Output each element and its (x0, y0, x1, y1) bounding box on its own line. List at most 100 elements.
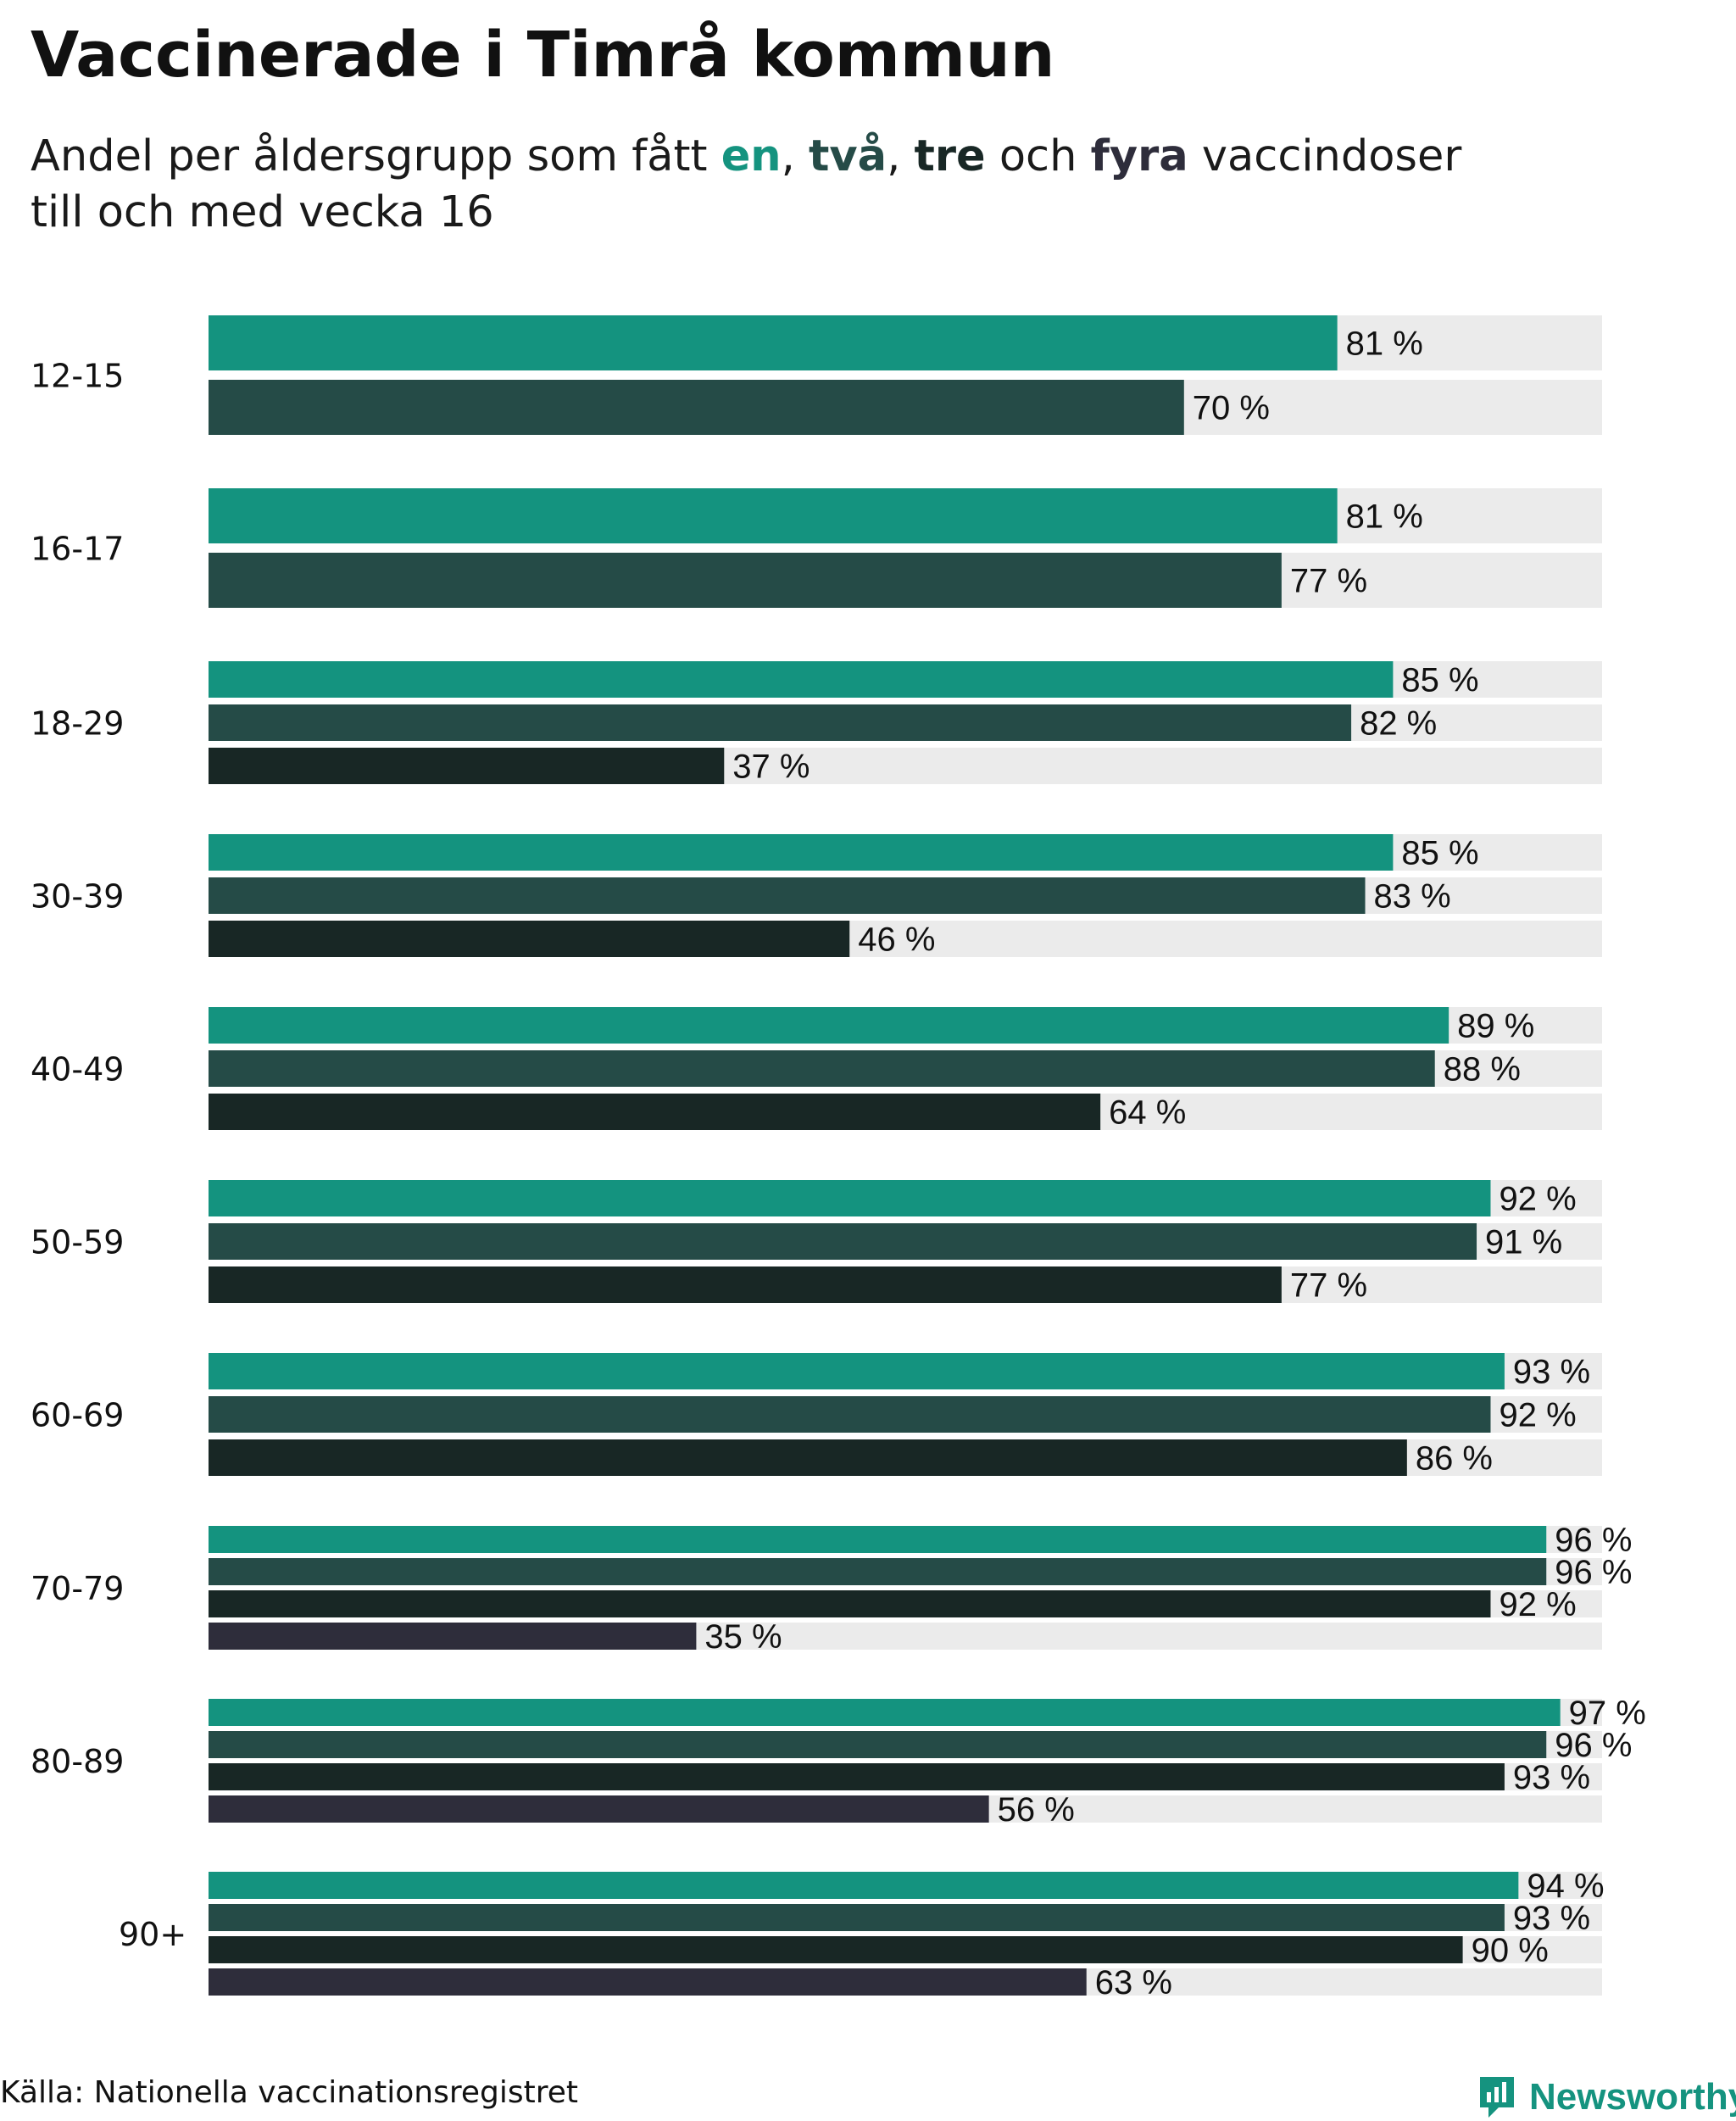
data-label: 96 % (1555, 1727, 1632, 1764)
bar-group: 18-29 85 % 82 % 37 % (31, 661, 1602, 786)
subtitle-separator: , (781, 131, 810, 181)
bar-dose-1 (209, 661, 1394, 698)
bar-dose-4 (209, 1968, 1087, 1996)
data-label: 37 % (732, 749, 810, 786)
data-label: 97 % (1569, 1695, 1646, 1732)
subtitle-dose-three: tre (914, 131, 986, 181)
data-label: 46 % (858, 921, 935, 959)
group-label: 40-49 (31, 1051, 124, 1088)
chart-title: Vaccinerade i Timrå kommun (31, 19, 1055, 92)
logo-text: Newsworthy (1529, 2076, 1736, 2118)
bar-dose-3 (209, 921, 850, 957)
bar-group: 40-49 89 % 88 % 64 % (31, 1007, 1602, 1132)
data-label: 81 % (1346, 498, 1423, 536)
subtitle-period: till och med vecka 16 (31, 187, 494, 237)
data-label: 63 % (1095, 1964, 1172, 2001)
bar-dose-1 (209, 834, 1394, 871)
data-label: 90 % (1472, 1932, 1549, 1969)
bar-group: 60-69 93 % 92 %86 % (31, 1353, 1602, 1478)
bar-dose-3 (209, 1936, 1463, 1963)
subtitle-prefix: Andel per åldersgrupp som fått (31, 131, 721, 181)
data-label: 88 % (1444, 1051, 1521, 1088)
bar-dose-1 (209, 1007, 1449, 1044)
bar-dose-2 (209, 704, 1352, 741)
group-label: 30-39 (31, 878, 124, 916)
bar-group: 16-17 81 % 77 % (31, 488, 1602, 608)
bar-group: 90+ 94 %93 %90 % 63 % (119, 1868, 1605, 2001)
data-label: 94 % (1527, 1868, 1604, 1905)
bar-dose-1 (209, 1180, 1491, 1216)
group-label: 12-15 (31, 358, 124, 395)
group-label: 60-69 (31, 1397, 124, 1434)
bar-group: 50-59 92 % 91 % 77 % (31, 1180, 1602, 1305)
data-label: 82 % (1360, 705, 1437, 743)
bar-dose-2 (209, 1904, 1505, 1931)
bar-dose-2 (209, 1396, 1491, 1433)
data-label: 81 % (1346, 326, 1423, 363)
data-label: 70 % (1193, 390, 1270, 427)
data-label: 92 % (1499, 1397, 1576, 1434)
bar-dose-2 (209, 553, 1282, 608)
data-label: 92 % (1499, 1586, 1576, 1623)
data-label: 35 % (704, 1618, 782, 1656)
bar-dose-1 (209, 1872, 1519, 1899)
bar-dose-3 (209, 1094, 1101, 1130)
bar-dose-1 (209, 1353, 1505, 1389)
bar-dose-2 (209, 1050, 1435, 1087)
data-label: 86 % (1416, 1440, 1493, 1478)
data-label: 56 % (998, 1791, 1075, 1829)
bar-dose-2 (209, 1223, 1477, 1260)
subtitle-dose-four: fyra (1090, 131, 1188, 181)
source-text: Källa: Nationella vaccinationsregistret (0, 2075, 578, 2110)
data-label: 89 % (1457, 1008, 1534, 1045)
group-label: 50-59 (31, 1224, 124, 1261)
newsworthy-logo: Newsworthy (1477, 2074, 1736, 2121)
bar-dose-4 (209, 1795, 989, 1823)
data-label: 77 % (1290, 1267, 1367, 1305)
bar-dose-1 (209, 1699, 1561, 1726)
bar-dose-3 (209, 1590, 1491, 1617)
data-label: 93 % (1513, 1354, 1590, 1391)
subtitle-separator: , (887, 131, 915, 181)
bar-dose-3 (209, 748, 725, 784)
group-label: 18-29 (31, 705, 124, 743)
data-label: 85 % (1401, 835, 1478, 872)
bar-group: 80-89 97 %96 %93 % 56 % (31, 1695, 1646, 1829)
chart-subtitle: Andel per åldersgrupp som fått en, två, … (31, 129, 1641, 241)
bar-dose-2 (209, 877, 1366, 914)
bar-dose-3 (209, 1266, 1282, 1303)
bar-group: 12-15 81 % 70 % (31, 315, 1602, 435)
data-label: 77 % (1290, 563, 1367, 600)
bar-dose-3 (209, 1439, 1407, 1476)
data-label: 93 % (1513, 1759, 1590, 1796)
bar-dose-2 (209, 1731, 1547, 1758)
subtitle-dose-two: två (809, 131, 887, 181)
group-label: 16-17 (31, 531, 124, 568)
group-label: 80-89 (31, 1743, 124, 1780)
bar-dose-1 (209, 315, 1338, 370)
bar-chart: 12-15 81 % 70 % 16-17 81 % 77 % 18-29 85 % 82 % 3… (31, 315, 1646, 2001)
data-label: 93 % (1513, 1900, 1590, 1937)
data-label: 91 % (1485, 1224, 1562, 1261)
group-label: 90+ (119, 1916, 186, 1953)
subtitle-suffix: vaccindoser (1188, 131, 1462, 181)
bar-dose-2 (209, 1558, 1547, 1585)
data-label: 96 % (1555, 1554, 1632, 1591)
bar-dose-1 (209, 1526, 1547, 1553)
bar-group: 30-39 85 % 83 % 46 % (31, 834, 1602, 959)
group-label: 70-79 (31, 1570, 124, 1607)
bar-dose-1 (209, 488, 1338, 543)
bar-dose-4 (209, 1623, 697, 1650)
bar-dose-2 (209, 380, 1184, 435)
data-label: 64 % (1109, 1094, 1186, 1132)
bar-dose-3 (209, 1763, 1505, 1790)
data-label: 92 % (1499, 1181, 1576, 1218)
data-label: 85 % (1401, 662, 1478, 699)
source-note: Källa: Nationella vaccinationsregistret (0, 2075, 578, 2110)
data-label: 96 % (1555, 1522, 1632, 1559)
subtitle-connector: och (985, 131, 1091, 181)
newsworthy-bar-chart-icon (1480, 2077, 1514, 2118)
data-label: 83 % (1374, 878, 1451, 916)
subtitle-dose-one: en (721, 131, 782, 181)
